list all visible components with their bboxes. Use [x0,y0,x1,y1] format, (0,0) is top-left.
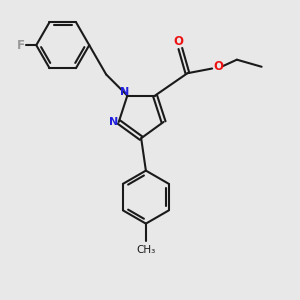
Text: F: F [17,39,25,52]
Text: N: N [109,117,118,127]
Text: O: O [213,60,223,73]
Text: N: N [120,87,129,97]
Text: CH₃: CH₃ [136,244,155,254]
Text: O: O [173,35,183,48]
